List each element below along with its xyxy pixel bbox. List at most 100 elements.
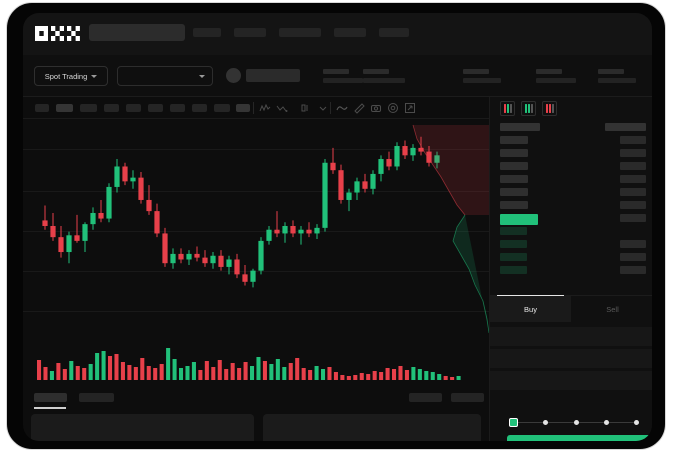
price-chart[interactable] (23, 119, 489, 333)
volume-bar (43, 367, 48, 380)
camera-icon[interactable] (370, 102, 382, 114)
tf-5m[interactable] (56, 104, 73, 112)
onboarding-step-indicator[interactable] (509, 418, 639, 427)
volume-bar (191, 362, 196, 380)
orderbook-header[interactable] (500, 123, 646, 132)
tf-1h[interactable] (126, 104, 141, 112)
orderbook-ask-row[interactable] (500, 162, 646, 171)
volume-bar (288, 363, 293, 380)
bottom-action-1[interactable] (409, 393, 442, 402)
orderbook-ask-row[interactable] (500, 175, 646, 184)
bottom-action-2[interactable] (451, 393, 484, 402)
orderbook-ask-row[interactable] (500, 201, 646, 210)
order-amount-field[interactable] (490, 349, 652, 368)
volume-bar (404, 370, 409, 380)
orderbook-bid-row[interactable] (500, 227, 646, 236)
okx-logo[interactable] (35, 26, 81, 41)
bottom-tab-order-history[interactable] (79, 393, 114, 402)
orderbook-cell-amount (620, 175, 646, 183)
bottom-panel-positions (263, 414, 481, 441)
order-total-field[interactable] (490, 371, 652, 390)
volume-bar (450, 377, 455, 380)
active-tab-underline (34, 407, 66, 409)
buy-tab[interactable]: Buy (490, 296, 571, 322)
step-dot-3[interactable] (573, 420, 579, 425)
orderbook-cell-price (500, 201, 528, 209)
fullscreen-icon[interactable] (404, 102, 416, 114)
settings-icon[interactable] (387, 102, 399, 114)
volume-bar (153, 368, 158, 380)
nav-item-5[interactable] (379, 28, 409, 37)
stat-24h-high (463, 69, 501, 83)
trading-pair-dropdown[interactable] (117, 66, 213, 86)
gridline-1 (23, 191, 489, 192)
stat-24h-change-label (363, 69, 389, 74)
stat-24h-volume-value (598, 78, 636, 83)
gridline-4 (23, 311, 489, 312)
step-dot-4[interactable] (603, 420, 609, 425)
orderbook-cell-price (500, 240, 527, 248)
line-chart-icon[interactable] (336, 102, 348, 114)
orderbook-mode-bids[interactable] (521, 101, 536, 116)
orderbook-mode-asks[interactable] (542, 101, 557, 116)
volume-bar (211, 367, 216, 380)
nav-item-1[interactable] (193, 28, 221, 37)
volume-bar (237, 368, 242, 380)
sell-tab[interactable]: Sell (572, 296, 652, 322)
orderbook-ask-row[interactable] (500, 149, 646, 158)
active-tab-underline (497, 295, 564, 297)
bottom-panels (23, 410, 652, 441)
orderbook-cell-amount (620, 240, 646, 248)
tf-more[interactable] (236, 104, 250, 112)
primary-cta-button[interactable] (507, 435, 652, 441)
sell-tab-label: Sell (606, 304, 619, 314)
tf-1m[interactable] (35, 104, 49, 112)
tf-1d[interactable] (170, 104, 185, 112)
ruler-icon[interactable] (353, 102, 365, 114)
nav-item-4[interactable] (334, 28, 366, 37)
nav-item-2[interactable] (234, 28, 266, 37)
orderbook-cell-price (500, 123, 540, 131)
tf-4h[interactable] (148, 104, 163, 112)
stat-last-price (323, 69, 363, 83)
volume-bar (333, 372, 338, 380)
step-dot-2[interactable] (543, 420, 549, 425)
tf-1w[interactable] (192, 104, 207, 112)
order-price-field[interactable] (490, 327, 652, 346)
step-dot-1[interactable] (509, 418, 518, 427)
chart-type-icon[interactable] (276, 102, 288, 114)
bottom-tab-open-orders[interactable] (34, 393, 67, 402)
orderbook-ask-row[interactable] (500, 136, 646, 145)
search-input[interactable] (89, 24, 185, 41)
stat-24h-high-value (463, 78, 501, 83)
gridline-0 (23, 149, 489, 150)
nav-item-3[interactable] (279, 28, 321, 37)
volume-bar (327, 367, 332, 380)
compare-icon[interactable] (300, 102, 312, 114)
volume-bar (49, 371, 54, 380)
orderbook-cell-price (500, 227, 527, 235)
indicators-icon[interactable] (259, 102, 271, 114)
tf-15m[interactable] (80, 104, 97, 112)
tf-1mo[interactable] (214, 104, 230, 112)
orderbook-bid-row[interactable] (500, 253, 646, 262)
stat-last-price-value (323, 78, 363, 83)
volume-bar (437, 374, 442, 380)
orderbook-last-price[interactable] (500, 214, 646, 225)
spot-trading-dropdown[interactable]: Spot Trading (34, 66, 108, 86)
orderbook-ask-row[interactable] (500, 188, 646, 197)
orderbook-panel: Buy Sell (489, 97, 652, 441)
volume-bar (114, 354, 119, 380)
orders-tabbar (23, 388, 489, 410)
stat-24h-low-value (536, 78, 576, 83)
orderbook-bid-row[interactable] (500, 240, 646, 249)
orderbook-cell-amount (620, 266, 646, 274)
orderbook-mode-both[interactable] (500, 101, 515, 116)
chevron-down-icon (199, 75, 205, 78)
chevron-down-icon[interactable] (317, 102, 329, 114)
tf-30m[interactable] (104, 104, 119, 112)
volume-bar (430, 372, 435, 380)
orderbook-bid-row[interactable] (500, 266, 646, 275)
step-dot-5[interactable] (634, 420, 639, 425)
stat-24h-change (363, 69, 405, 83)
